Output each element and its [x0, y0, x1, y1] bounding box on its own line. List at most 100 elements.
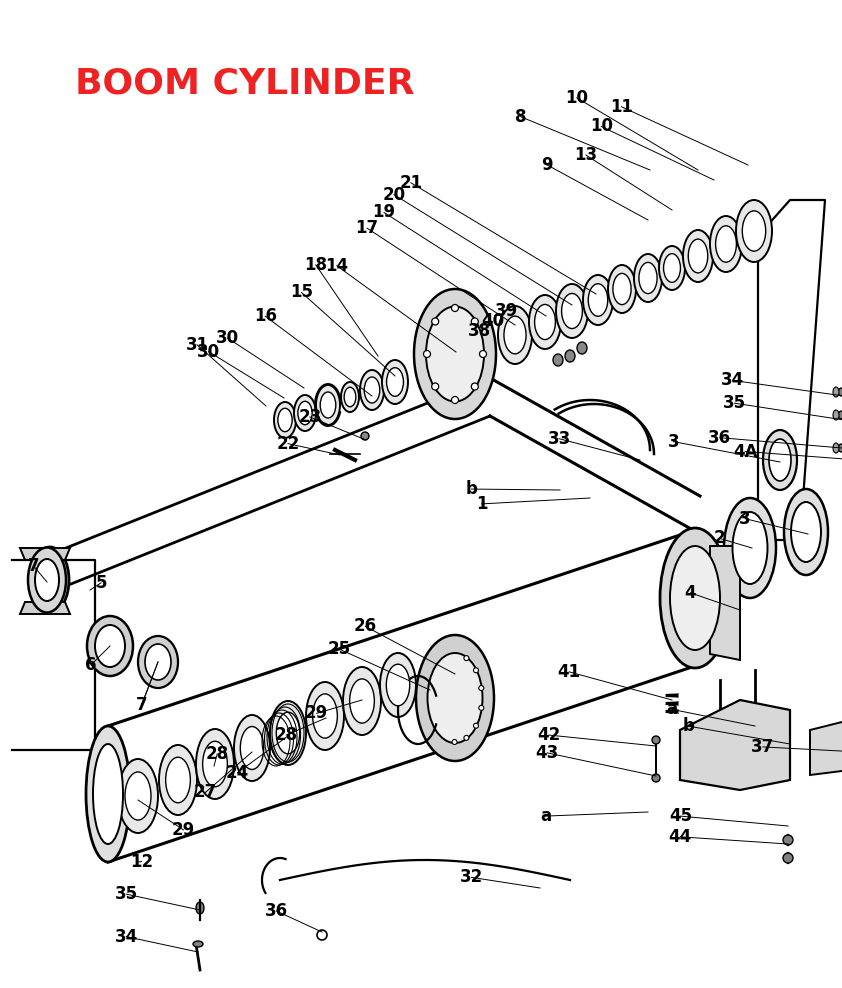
Text: 13: 13: [574, 146, 598, 164]
Text: 1: 1: [476, 495, 488, 513]
Ellipse shape: [35, 559, 59, 601]
Text: 4: 4: [685, 584, 696, 602]
Ellipse shape: [464, 735, 469, 740]
Text: 11: 11: [610, 98, 633, 116]
Text: 40: 40: [481, 312, 504, 330]
Ellipse shape: [498, 306, 532, 364]
Text: 31: 31: [185, 336, 209, 354]
Text: 26: 26: [354, 618, 377, 635]
Ellipse shape: [724, 498, 776, 598]
Text: 6: 6: [85, 656, 97, 674]
Text: 16: 16: [253, 307, 277, 325]
Text: 45: 45: [669, 807, 692, 825]
Text: 30: 30: [216, 329, 239, 347]
Ellipse shape: [361, 432, 369, 440]
Text: 33: 33: [547, 430, 571, 448]
Text: 12: 12: [130, 853, 153, 870]
Ellipse shape: [733, 512, 768, 584]
Ellipse shape: [652, 736, 660, 744]
Ellipse shape: [87, 616, 133, 676]
Ellipse shape: [344, 387, 356, 407]
Ellipse shape: [306, 682, 344, 750]
Ellipse shape: [382, 360, 408, 404]
Text: 35: 35: [115, 885, 138, 903]
Ellipse shape: [432, 383, 439, 390]
Ellipse shape: [451, 304, 459, 311]
Ellipse shape: [93, 744, 123, 844]
Ellipse shape: [294, 395, 316, 431]
Text: 28: 28: [274, 726, 298, 744]
Ellipse shape: [138, 636, 178, 688]
Ellipse shape: [452, 739, 457, 745]
Text: 34: 34: [115, 928, 138, 946]
Polygon shape: [680, 700, 790, 790]
Text: 7: 7: [136, 697, 147, 714]
Text: 4A: 4A: [733, 443, 758, 460]
Ellipse shape: [38, 558, 62, 602]
Ellipse shape: [343, 667, 381, 735]
Ellipse shape: [791, 502, 821, 562]
Text: 36: 36: [264, 902, 288, 920]
Ellipse shape: [31, 547, 69, 613]
Ellipse shape: [386, 368, 403, 396]
Ellipse shape: [270, 701, 306, 765]
Text: 38: 38: [467, 322, 491, 340]
Ellipse shape: [529, 295, 561, 349]
Polygon shape: [810, 720, 842, 775]
Text: 29: 29: [172, 821, 195, 839]
Ellipse shape: [298, 401, 312, 425]
Ellipse shape: [416, 635, 494, 761]
Ellipse shape: [166, 757, 190, 802]
Text: 27: 27: [194, 783, 217, 801]
Ellipse shape: [473, 723, 478, 728]
Ellipse shape: [743, 210, 765, 251]
Ellipse shape: [479, 351, 487, 358]
Ellipse shape: [472, 318, 478, 325]
Text: 23: 23: [298, 408, 322, 426]
Ellipse shape: [472, 383, 478, 390]
Text: 14: 14: [325, 257, 349, 275]
Ellipse shape: [320, 392, 336, 418]
Ellipse shape: [634, 254, 662, 302]
Ellipse shape: [414, 289, 496, 419]
Text: 35: 35: [722, 394, 746, 412]
Text: 29: 29: [305, 704, 328, 722]
Polygon shape: [20, 602, 70, 614]
Ellipse shape: [736, 200, 772, 262]
Text: 25: 25: [328, 640, 351, 658]
Ellipse shape: [464, 656, 469, 661]
Ellipse shape: [784, 489, 828, 575]
Polygon shape: [710, 546, 740, 660]
Ellipse shape: [670, 546, 720, 650]
Text: 3: 3: [668, 433, 679, 451]
Ellipse shape: [833, 387, 839, 397]
Ellipse shape: [553, 354, 563, 366]
Ellipse shape: [710, 216, 742, 272]
Ellipse shape: [95, 625, 125, 667]
Text: 32: 32: [460, 868, 483, 886]
Ellipse shape: [613, 274, 632, 304]
Text: 30: 30: [197, 343, 221, 361]
Ellipse shape: [608, 265, 636, 313]
Ellipse shape: [833, 443, 839, 453]
Text: 17: 17: [355, 219, 379, 237]
Ellipse shape: [589, 284, 608, 316]
Ellipse shape: [479, 705, 484, 710]
Text: 22: 22: [276, 435, 300, 453]
Ellipse shape: [683, 230, 713, 282]
Ellipse shape: [556, 284, 588, 338]
Ellipse shape: [451, 396, 459, 403]
Ellipse shape: [688, 239, 708, 273]
Text: 44: 44: [669, 828, 692, 846]
Text: 42: 42: [537, 726, 561, 744]
Ellipse shape: [196, 729, 234, 799]
Ellipse shape: [783, 853, 793, 863]
Text: b: b: [466, 480, 477, 498]
Ellipse shape: [278, 408, 292, 432]
Ellipse shape: [769, 439, 791, 481]
Ellipse shape: [240, 726, 264, 770]
Text: 3: 3: [739, 510, 751, 528]
Ellipse shape: [504, 316, 526, 354]
Text: 34: 34: [721, 371, 744, 389]
Ellipse shape: [360, 370, 384, 410]
